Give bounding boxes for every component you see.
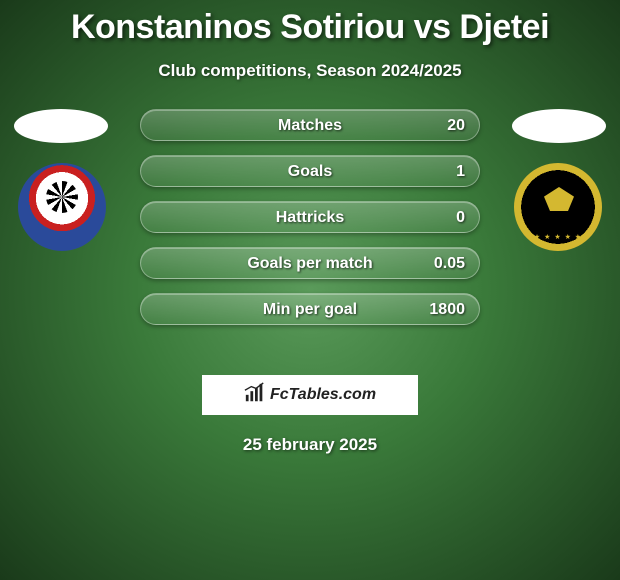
subtitle: Club competitions, Season 2024/2025: [0, 61, 620, 81]
stat-value: 0.05: [434, 248, 465, 280]
brand-text: FcTables.com: [270, 386, 376, 404]
club-badge-left: [18, 163, 106, 251]
stat-value: 1800: [429, 294, 465, 326]
stat-label: Goals per match: [141, 248, 479, 280]
stat-value: 1: [456, 156, 465, 188]
brand-footer[interactable]: FcTables.com: [202, 375, 418, 415]
stat-row-gpm: Goals per match 0.05: [140, 247, 480, 279]
club-badge-right: [514, 163, 602, 251]
stat-label: Matches: [141, 110, 479, 142]
player-left-avatar-oval: [14, 109, 108, 143]
date-label: 25 february 2025: [0, 435, 620, 455]
player-right-avatar-oval: [512, 109, 606, 143]
stat-row-matches: Matches 20: [140, 109, 480, 141]
stat-row-mpg: Min per goal 1800: [140, 293, 480, 325]
stat-label: Goals: [141, 156, 479, 188]
stat-label: Hattricks: [141, 202, 479, 234]
stat-row-goals: Goals 1: [140, 155, 480, 187]
stats-table: Matches 20 Goals 1 Hattricks 0 Goals per…: [140, 109, 480, 339]
stat-row-hattricks: Hattricks 0: [140, 201, 480, 233]
stat-value: 20: [447, 110, 465, 142]
bar-chart-icon: [244, 382, 266, 409]
stat-value: 0: [456, 202, 465, 234]
page-title: Konstaninos Sotiriou vs Djetei: [0, 0, 620, 47]
comparison-arena: Matches 20 Goals 1 Hattricks 0 Goals per…: [0, 109, 620, 369]
